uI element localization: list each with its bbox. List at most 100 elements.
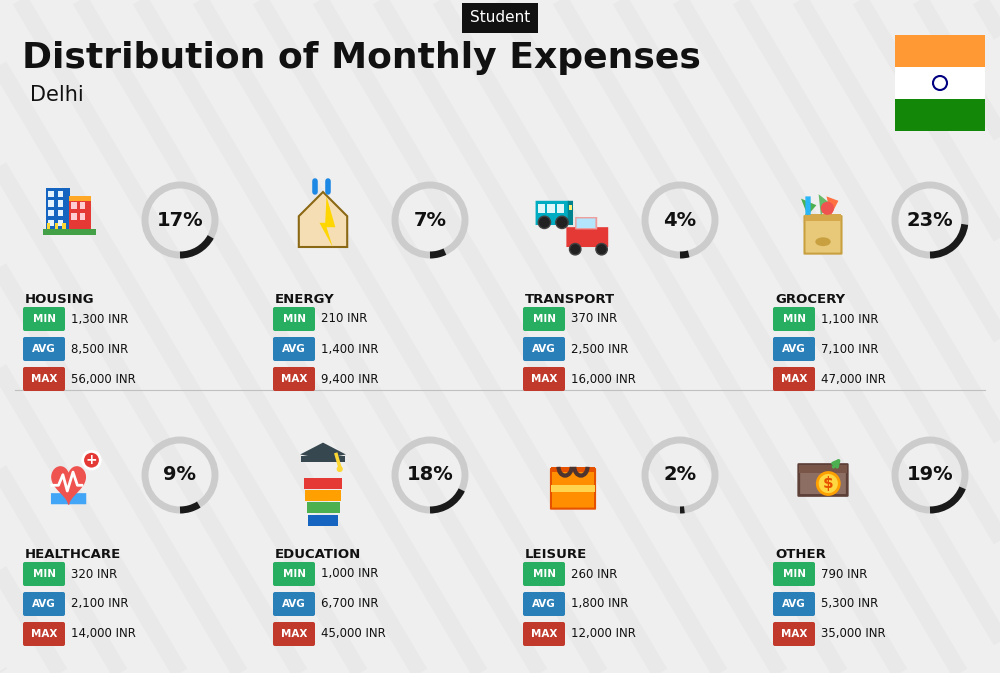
Text: AVG: AVG [532,599,556,609]
Circle shape [556,216,568,229]
FancyBboxPatch shape [71,213,77,220]
Polygon shape [819,194,830,215]
FancyBboxPatch shape [43,229,96,235]
Text: MAX: MAX [781,374,807,384]
FancyBboxPatch shape [773,307,815,331]
Text: AVG: AVG [32,344,56,354]
FancyBboxPatch shape [523,367,565,391]
Text: MAX: MAX [531,374,557,384]
FancyBboxPatch shape [805,214,841,221]
FancyBboxPatch shape [58,201,63,207]
Text: 1,800 INR: 1,800 INR [571,598,628,610]
Text: 1,400 INR: 1,400 INR [321,343,378,355]
FancyBboxPatch shape [69,197,91,229]
FancyBboxPatch shape [551,485,595,492]
FancyBboxPatch shape [48,190,54,197]
Polygon shape [52,467,85,504]
FancyBboxPatch shape [523,337,565,361]
Bar [895,99,985,131]
FancyBboxPatch shape [308,515,338,526]
FancyBboxPatch shape [523,562,565,586]
FancyBboxPatch shape [557,204,564,213]
Text: 18%: 18% [407,466,453,485]
Polygon shape [300,443,346,459]
Text: 260 INR: 260 INR [571,567,617,581]
FancyBboxPatch shape [577,219,595,228]
Bar [895,35,985,67]
FancyBboxPatch shape [523,622,565,646]
FancyBboxPatch shape [799,464,847,495]
Text: MAX: MAX [281,629,307,639]
Text: +: + [86,453,97,467]
FancyBboxPatch shape [773,367,815,391]
FancyBboxPatch shape [773,592,815,616]
Text: 790 INR: 790 INR [821,567,867,581]
FancyBboxPatch shape [773,337,815,361]
Ellipse shape [815,238,831,246]
FancyBboxPatch shape [551,467,595,472]
FancyBboxPatch shape [569,205,572,209]
FancyBboxPatch shape [799,464,847,472]
Text: 8,500 INR: 8,500 INR [71,343,128,355]
FancyBboxPatch shape [46,188,70,229]
Circle shape [337,466,343,472]
Polygon shape [319,197,335,247]
FancyBboxPatch shape [273,337,315,361]
Text: 9,400 INR: 9,400 INR [321,372,378,386]
Text: 210 INR: 210 INR [321,312,367,326]
Text: TRANSPORT: TRANSPORT [525,293,615,306]
Text: Student: Student [470,11,530,26]
FancyBboxPatch shape [538,204,545,213]
FancyBboxPatch shape [62,223,66,229]
FancyBboxPatch shape [547,204,555,213]
FancyBboxPatch shape [58,190,63,197]
FancyBboxPatch shape [568,201,573,225]
Text: MIN: MIN [283,314,306,324]
Text: LEISURE: LEISURE [525,548,587,561]
Text: 35,000 INR: 35,000 INR [821,627,886,641]
Text: MAX: MAX [531,629,557,639]
Text: MIN: MIN [782,314,806,324]
FancyBboxPatch shape [80,202,85,209]
FancyBboxPatch shape [48,219,54,226]
Circle shape [596,244,607,255]
Text: 17%: 17% [157,211,203,229]
FancyBboxPatch shape [273,592,315,616]
FancyBboxPatch shape [71,202,77,209]
FancyBboxPatch shape [536,201,569,225]
FancyBboxPatch shape [69,197,91,201]
Text: MIN: MIN [782,569,806,579]
Text: AVG: AVG [282,599,306,609]
Text: MAX: MAX [31,374,57,384]
Text: OTHER: OTHER [775,548,826,561]
Text: 6,700 INR: 6,700 INR [321,598,378,610]
Text: MIN: MIN [532,314,556,324]
FancyBboxPatch shape [523,592,565,616]
FancyBboxPatch shape [301,456,345,462]
Text: $: $ [823,476,834,491]
Text: MIN: MIN [32,314,56,324]
Text: Delhi: Delhi [30,85,84,105]
Text: 45,000 INR: 45,000 INR [321,627,386,641]
Text: 4%: 4% [663,211,697,229]
Text: 56,000 INR: 56,000 INR [71,372,136,386]
Text: Distribution of Monthly Expenses: Distribution of Monthly Expenses [22,41,701,75]
FancyBboxPatch shape [48,210,54,216]
Polygon shape [827,197,838,215]
Text: AVG: AVG [282,344,306,354]
Text: HEALTHCARE: HEALTHCARE [25,548,121,561]
Text: 1,300 INR: 1,300 INR [71,312,128,326]
Text: 9%: 9% [164,466,196,485]
FancyBboxPatch shape [23,367,65,391]
Text: MAX: MAX [31,629,57,639]
Text: MAX: MAX [781,629,807,639]
Text: MAX: MAX [281,374,307,384]
Text: 2,100 INR: 2,100 INR [71,598,128,610]
Circle shape [83,452,100,469]
Text: 320 INR: 320 INR [71,567,117,581]
FancyBboxPatch shape [47,223,50,229]
Text: AVG: AVG [532,344,556,354]
FancyBboxPatch shape [80,213,85,220]
FancyBboxPatch shape [23,307,65,331]
FancyBboxPatch shape [273,562,315,586]
